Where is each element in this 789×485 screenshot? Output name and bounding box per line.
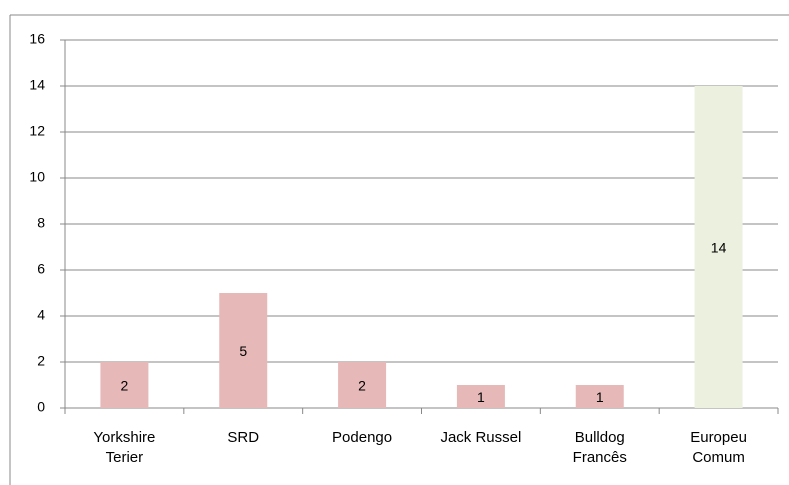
y-tick-label: 10 (29, 169, 45, 185)
bar (100, 362, 149, 408)
bar (219, 293, 268, 408)
data-label: 1 (596, 389, 604, 405)
x-tick-label: Jack Russel (440, 429, 522, 446)
y-tick-label: 4 (37, 307, 45, 323)
x-tick-label: SRD (227, 429, 260, 446)
data-label: 5 (239, 343, 247, 359)
x-tick-label: Bulldog Francês (572, 429, 627, 466)
y-tick-label: 6 (37, 261, 45, 277)
y-tick-label: 12 (29, 123, 45, 139)
bar (694, 86, 743, 408)
data-label: 2 (121, 378, 129, 394)
data-label: 1 (477, 389, 485, 405)
data-label: 2 (358, 378, 366, 394)
y-tick-label: 14 (29, 77, 45, 93)
x-tick-label: Podengo (332, 429, 393, 446)
data-label: 14 (711, 240, 727, 256)
y-tick-label: 2 (37, 353, 45, 369)
y-tick-label: 16 (29, 31, 45, 47)
x-tick-label: Europeu Comum (690, 429, 747, 466)
y-tick-label: 0 (37, 399, 45, 415)
x-tick-label: Yorkshire Terier (93, 429, 156, 466)
bar (338, 362, 387, 408)
bar (456, 385, 505, 408)
bar (575, 385, 624, 408)
y-tick-label: 8 (37, 215, 45, 231)
